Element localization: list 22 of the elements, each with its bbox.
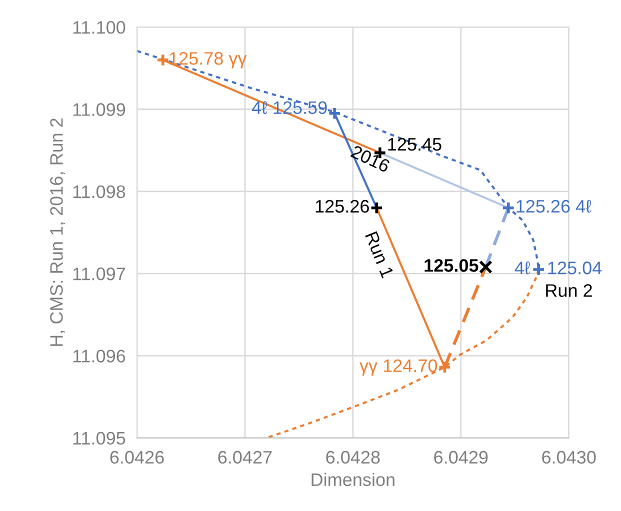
x-tick-label: 6.0430 <box>542 450 596 464</box>
x-axis-title: Dimension <box>312 472 394 486</box>
y-axis-title: H, CMS: Run 1, 2016, Run 2 <box>50 118 66 346</box>
annotation: 125.05 <box>424 259 478 272</box>
x-tick-label: 6.0427 <box>218 450 272 464</box>
x-tick-label: 6.0429 <box>434 450 488 464</box>
annotation: 125.78 γγ <box>170 52 247 68</box>
annotation: 125.26 <box>316 200 369 213</box>
annotation: Run 1 <box>365 231 394 278</box>
annotation: γγ 124.70 <box>360 359 438 376</box>
annotation: 2016 <box>350 144 391 173</box>
annotation: 4ℓ 125.04 <box>514 262 602 274</box>
x-tick-label: 6.0428 <box>326 450 380 464</box>
y-tick-label: 11.099 <box>73 103 126 116</box>
annotation: Run 2 <box>546 284 592 297</box>
annotation: 125.26 4ℓ <box>516 200 592 213</box>
x-tick-label: 6.0426 <box>110 450 164 464</box>
y-tick-label: 11.096 <box>73 350 126 362</box>
y-tick-label: 11.095 <box>73 432 126 445</box>
y-tick-label: 11.098 <box>73 185 126 198</box>
y-tick-label: 11.097 <box>73 268 125 280</box>
y-tick-label: 11.100 <box>73 21 126 34</box>
